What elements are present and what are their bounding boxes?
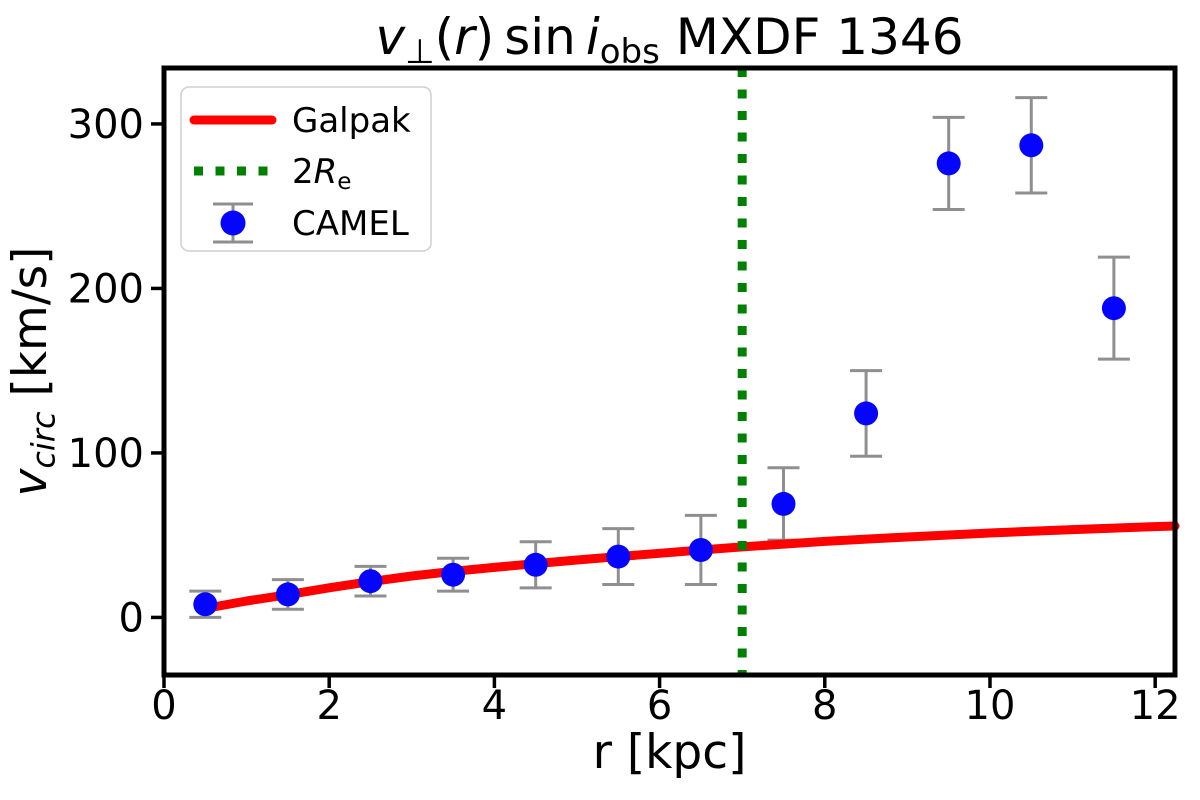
x-tick-label: 10 <box>965 683 1016 729</box>
y-tick-label: 0 <box>119 595 144 641</box>
legend-label-galpak: Galpak <box>292 101 411 141</box>
camel-point <box>193 592 218 617</box>
camel-point <box>688 538 713 562</box>
y-tick-label: 300 <box>68 102 144 148</box>
x-axis-label: r [kpc] <box>593 725 747 780</box>
x-tick-label: 8 <box>812 683 837 729</box>
legend-label-camel: CAMEL <box>292 204 409 244</box>
chart-title: v⊥(r) sin iobs MXDF 1346 <box>375 8 963 72</box>
camel-point <box>1101 296 1126 321</box>
x-tick-label: 6 <box>647 683 672 729</box>
camel-point <box>771 491 796 516</box>
x-tick-label: 0 <box>151 683 176 729</box>
camel-point <box>523 552 548 577</box>
camel-point <box>358 569 383 594</box>
tick-marks <box>151 122 1157 688</box>
camel-point <box>936 151 961 176</box>
legend-label-re: 2Re <box>292 152 351 195</box>
y-tick-label: 100 <box>68 431 144 477</box>
x-tick-label: 2 <box>316 683 341 729</box>
camel-point <box>1019 133 1044 158</box>
plot-border <box>161 65 1178 678</box>
camel-point <box>441 562 466 587</box>
x-tick-label: 4 <box>482 683 507 729</box>
legend-sample-camel-marker <box>220 210 246 236</box>
legend-box <box>180 86 432 252</box>
galpak-curve <box>200 521 1180 613</box>
y-tick-label: 200 <box>68 266 144 312</box>
camel-point <box>606 544 631 569</box>
camel-points <box>193 133 1126 617</box>
y-axis-label: vcirc [km/s] <box>3 247 63 497</box>
camel-point <box>854 401 879 426</box>
camel-point <box>275 582 300 607</box>
x-tick-label: 12 <box>1130 683 1181 729</box>
